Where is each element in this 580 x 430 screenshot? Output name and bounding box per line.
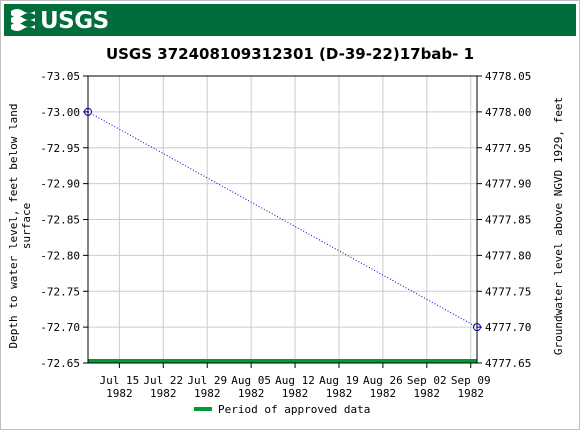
usgs-header-banner: USGS (4, 4, 576, 36)
y-tick-label-left: -72.80 (40, 249, 80, 262)
y-tick-label-left: -72.85 (40, 214, 80, 227)
y-tick-label-right: 4777.85 (485, 214, 531, 227)
y-tick-label-left: -72.65 (40, 357, 80, 370)
x-tick-label-date: Jul 15 (99, 374, 139, 387)
y-tick-label-left: -72.75 (40, 285, 80, 298)
right-axis-tick-labels: 4778.05 4778.00 4777.95 4777.90 4777.85 4777.… (485, 70, 531, 370)
chart-grid (83, 75, 482, 368)
x-tick-label-date: Aug 12 (275, 374, 315, 387)
x-tick-label-year: 1982 (326, 387, 353, 400)
x-tick-label-date: Sep 09 (451, 374, 491, 387)
x-tick-label-year: 1982 (194, 387, 221, 400)
y-tick-label-left: -72.70 (40, 321, 80, 334)
x-tick-label-year: 1982 (370, 387, 397, 400)
x-tick-label-date: Jul 22 (143, 374, 183, 387)
legend: Period of approved data (194, 403, 370, 416)
x-tick-label-year: 1982 (238, 387, 265, 400)
x-tick-label-year: 1982 (282, 387, 309, 400)
y-tick-label-right: 4778.05 (485, 70, 531, 83)
right-axis-title: Groundwater level above NGVD 1929, feet (552, 97, 565, 355)
y-tick-label-right: 4777.80 (485, 249, 531, 262)
x-tick-label-year: 1982 (457, 387, 484, 400)
left-axis-title: Depth to water level, feet below land su… (7, 103, 33, 348)
x-tick-label-year: 1982 (414, 387, 441, 400)
y-tick-label-right: 4777.75 (485, 285, 531, 298)
plot-area-border (87, 75, 478, 364)
y-tick-label-left: -73.05 (40, 70, 80, 83)
y-tick-label-left: -73.00 (40, 106, 80, 119)
usgs-logo[interactable]: USGS (10, 5, 109, 35)
x-tick-label-date: Aug 05 (231, 374, 271, 387)
left-axis-tick-labels: -73.05 -73.00 -72.95 -72.90 -72.85 -72.80 -72.… (40, 70, 80, 370)
y-tick-label-right: 4777.65 (485, 357, 531, 370)
x-tick-label-date: Jul 29 (187, 374, 227, 387)
y-tick-label-right: 4777.70 (485, 321, 531, 334)
right-axis-title-group: Groundwater level above NGVD 1929, feet (552, 97, 565, 355)
x-tick-label-date: Aug 19 (319, 374, 359, 387)
usgs-wave-icon (11, 9, 35, 31)
approved-period-bar (88, 359, 477, 363)
left-axis-title-line-2: surface (20, 203, 33, 249)
x-tick-label-date: Aug 26 (363, 374, 403, 387)
y-tick-label-left: -72.95 (40, 142, 80, 155)
chart-title: USGS 372408109312301 (D-39-22)17bab- 1 (106, 45, 474, 63)
approved-period-layer (88, 359, 477, 363)
usgs-logo-text: USGS (40, 8, 109, 34)
y-tick-label-left: -72.90 (40, 178, 80, 191)
y-tick-label-right: 4777.90 (485, 178, 531, 191)
x-tick-label-year: 1982 (106, 387, 133, 400)
legend-label-approved: Period of approved data (218, 403, 370, 416)
x-tick-label-year: 1982 (150, 387, 177, 400)
series-line (87, 111, 478, 328)
left-axis-title-line-1: Depth to water level, feet below land (7, 103, 20, 348)
y-tick-label-right: 4778.00 (485, 106, 531, 119)
x-tick-label-date: Sep 02 (407, 374, 447, 387)
y-tick-label-right: 4777.95 (485, 142, 531, 155)
